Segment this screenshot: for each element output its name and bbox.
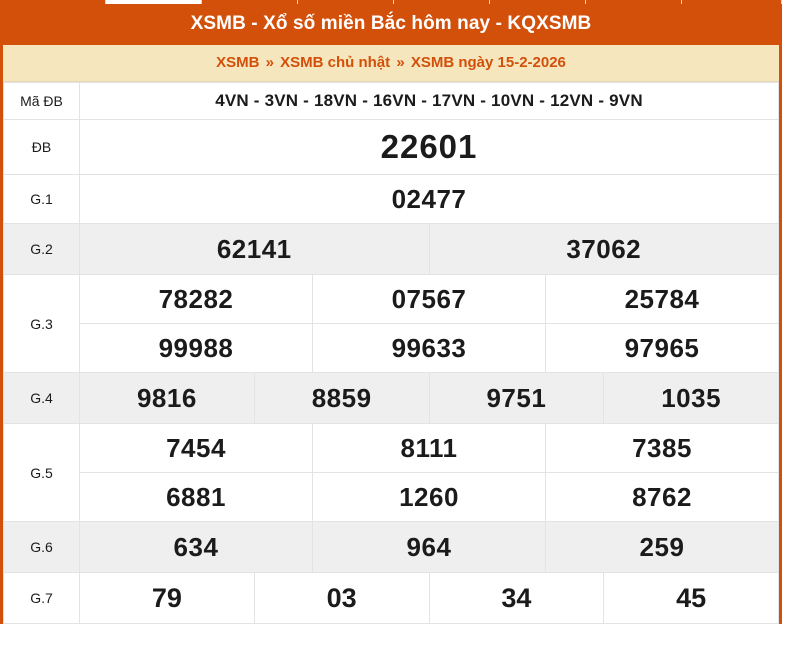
sliver-cell — [202, 0, 298, 4]
g1-value: 02477 — [79, 174, 779, 224]
g5-value: 7385 — [545, 423, 779, 473]
breadcrumb-separator: » — [396, 54, 405, 71]
g2-value: 37062 — [428, 223, 779, 275]
cut-off-row-above — [0, 0, 782, 4]
g4-value: 9751 — [428, 372, 605, 424]
page-title: XSMB - Xổ số miền Bắc hôm nay - KQXSMB — [3, 4, 779, 45]
db-value: 22601 — [79, 119, 779, 175]
g6-value: 634 — [79, 521, 313, 573]
breadcrumb-link-date[interactable]: XSMB ngày 15-2-2026 — [410, 54, 566, 71]
table-row-ma-db: Mã ĐB 4VN - 3VN - 18VN - 16VN - 17VN - 1… — [3, 82, 779, 120]
g4-value: 1035 — [603, 372, 779, 424]
sliver-cell — [586, 0, 682, 4]
row-label-g4: G.4 — [3, 372, 80, 424]
g6-value: 259 — [545, 521, 779, 573]
lottery-results-table: Mã ĐB 4VN - 3VN - 18VN - 16VN - 17VN - 1… — [3, 82, 779, 624]
g5-value: 8111 — [312, 423, 546, 473]
table-row-db: ĐB 22601 — [3, 119, 779, 175]
sliver-cell — [394, 0, 490, 4]
g4-value: 9816 — [79, 372, 255, 424]
g3-value: 78282 — [79, 274, 313, 324]
row-label-g5: G.5 — [3, 423, 80, 522]
breadcrumb-link-xsmb[interactable]: XSMB — [216, 54, 260, 71]
table-row-g6: G.6 634 964 259 — [3, 521, 779, 573]
g7-value: 79 — [79, 572, 255, 624]
sliver-cell — [0, 0, 106, 4]
g3-value: 07567 — [312, 274, 546, 324]
sliver-cell — [106, 0, 202, 4]
table-row-g2: G.2 62141 37062 — [3, 223, 779, 275]
table-row-g5-b: 6881 1260 8762 — [4, 472, 779, 522]
table-row-g1: G.1 02477 — [3, 174, 779, 224]
g7-value: 45 — [603, 572, 779, 624]
g7-value: 03 — [253, 572, 430, 624]
row-label-g7: G.7 — [3, 572, 80, 624]
ma-db-value: 4VN - 3VN - 18VN - 16VN - 17VN - 10VN - … — [79, 82, 779, 120]
sliver-cell — [682, 0, 782, 4]
row-label-g6: G.6 — [3, 521, 80, 573]
table-row-g4: G.4 9816 8859 9751 1035 — [3, 372, 779, 424]
g3-value: 99988 — [79, 323, 313, 373]
g4-value: 8859 — [253, 372, 430, 424]
breadcrumb-link-weekday[interactable]: XSMB chủ nhật — [280, 54, 391, 71]
table-row-g5-a: G.5 7454 8111 7385 — [3, 423, 779, 522]
breadcrumb: XSMB » XSMB chủ nhật » XSMB ngày 15-2-20… — [3, 45, 779, 82]
table-row-g7: G.7 79 03 34 45 — [3, 572, 779, 624]
row-label-g2: G.2 — [3, 223, 80, 275]
table-row-g3-a: G.3 78282 07567 25784 — [3, 274, 779, 373]
row-label-db: ĐB — [3, 119, 80, 175]
g5-value: 7454 — [79, 423, 313, 473]
g3-value: 99633 — [312, 323, 546, 373]
table-row-g3-b: 99988 99633 97965 — [4, 323, 779, 373]
g3-value: 97965 — [545, 323, 779, 373]
g5-value: 8762 — [545, 472, 779, 522]
row-label-g3: G.3 — [3, 274, 80, 373]
g5-value: 6881 — [79, 472, 313, 522]
g7-value: 34 — [428, 572, 605, 624]
row-label-ma-db: Mã ĐB — [3, 82, 80, 120]
g2-value: 62141 — [79, 223, 430, 275]
g5-value: 1260 — [312, 472, 546, 522]
sliver-cell — [490, 0, 586, 4]
sliver-cell — [298, 0, 394, 4]
row-label-g1: G.1 — [3, 174, 80, 224]
lottery-result-panel: XSMB - Xổ số miền Bắc hôm nay - KQXSMB X… — [0, 4, 782, 624]
g6-value: 964 — [312, 521, 546, 573]
g3-value: 25784 — [545, 274, 779, 324]
breadcrumb-separator: » — [265, 54, 274, 71]
